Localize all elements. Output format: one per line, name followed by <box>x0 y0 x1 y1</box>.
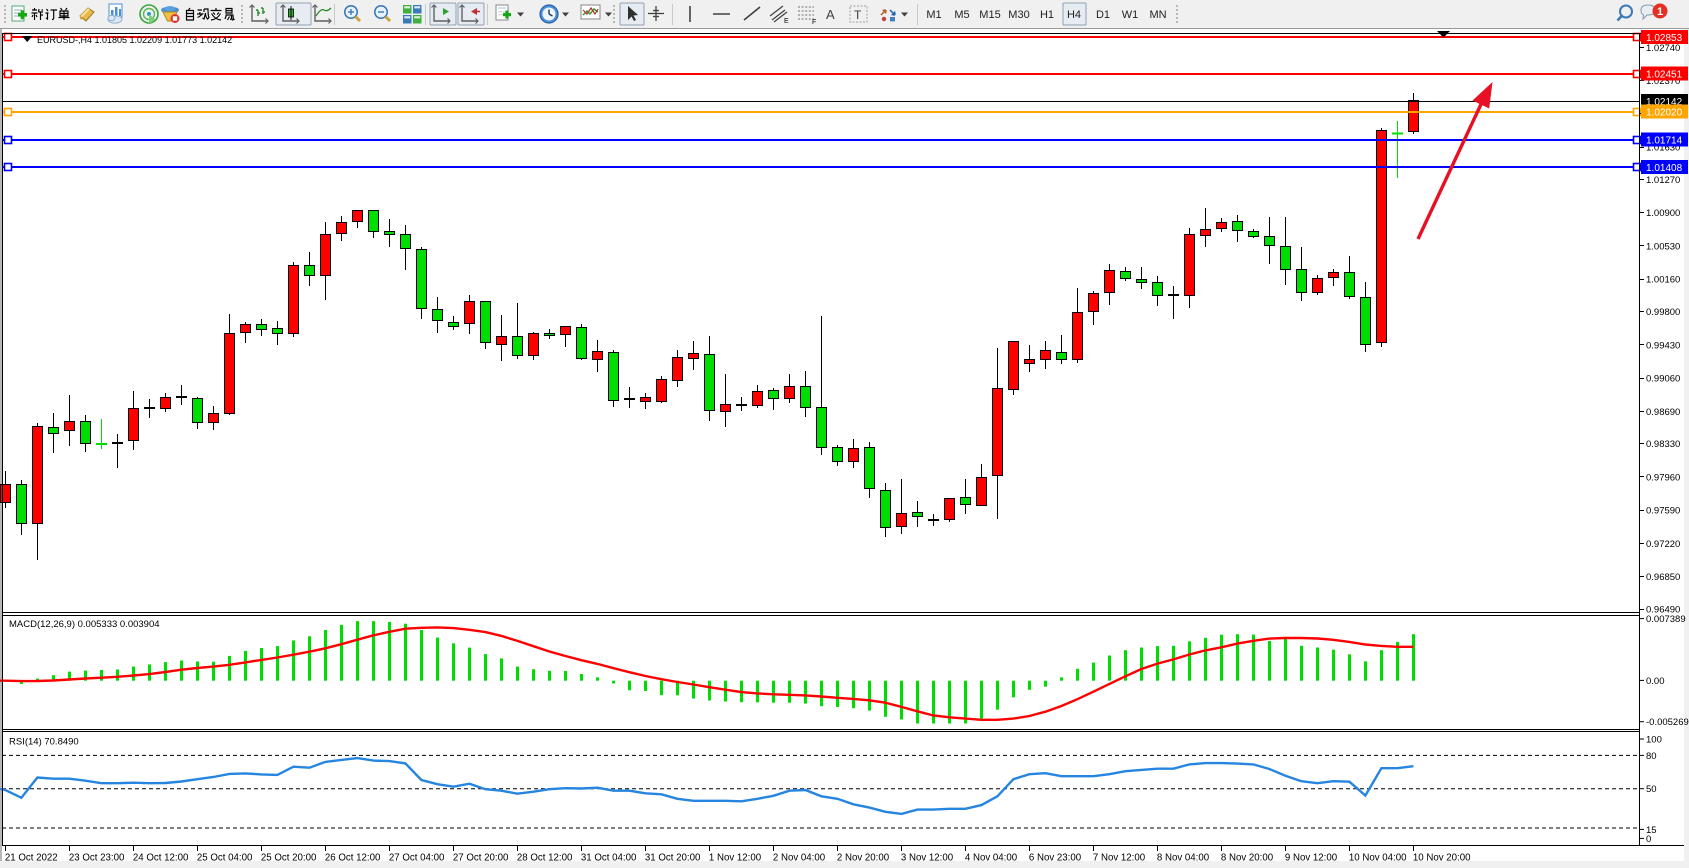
svg-text:-0.005269: -0.005269 <box>1646 717 1689 728</box>
svg-text:1.02020: 1.02020 <box>1646 107 1683 118</box>
svg-text:1.00900: 1.00900 <box>1646 208 1680 219</box>
svg-text:80: 80 <box>1646 751 1657 762</box>
svg-text:9 Nov 12:00: 9 Nov 12:00 <box>1285 853 1338 864</box>
svg-text:2 Nov 04:00: 2 Nov 04:00 <box>773 853 826 864</box>
svg-text:27 Oct 20:00: 27 Oct 20:00 <box>453 853 509 864</box>
svg-text:0.97220: 0.97220 <box>1646 539 1680 550</box>
svg-text:MN: MN <box>1149 9 1166 21</box>
svg-text:0.96850: 0.96850 <box>1646 572 1680 583</box>
svg-text:1.01714: 1.01714 <box>1646 135 1683 146</box>
svg-text:M1: M1 <box>926 9 941 21</box>
svg-text:0.99060: 0.99060 <box>1646 374 1680 385</box>
svg-text:25 Oct 04:00: 25 Oct 04:00 <box>197 853 253 864</box>
svg-text:M5: M5 <box>954 9 969 21</box>
svg-text:31 Oct 20:00: 31 Oct 20:00 <box>645 853 701 864</box>
svg-text:10 Nov 20:00: 10 Nov 20:00 <box>1413 853 1471 864</box>
svg-text:8 Nov 20:00: 8 Nov 20:00 <box>1221 853 1274 864</box>
svg-text:0.97960: 0.97960 <box>1646 473 1680 484</box>
svg-text:7 Nov 12:00: 7 Nov 12:00 <box>1093 853 1146 864</box>
svg-text:50: 50 <box>1646 784 1657 795</box>
svg-text:4 Nov 04:00: 4 Nov 04:00 <box>965 853 1018 864</box>
svg-text:F: F <box>812 19 816 26</box>
svg-text:M30: M30 <box>1008 9 1029 21</box>
svg-text:E: E <box>784 18 789 25</box>
svg-text:21 Oct 2022: 21 Oct 2022 <box>5 853 58 864</box>
svg-text:MACD(12,26,9) 0.005333 0.00390: MACD(12,26,9) 0.005333 0.003904 <box>9 619 160 630</box>
svg-text:0.99800: 0.99800 <box>1646 307 1680 318</box>
svg-text:0.96490: 0.96490 <box>1646 605 1680 616</box>
svg-text:M15: M15 <box>979 9 1000 21</box>
svg-text:1 Nov 12:00: 1 Nov 12:00 <box>709 853 762 864</box>
svg-text:1.01630: 1.01630 <box>1646 143 1680 154</box>
svg-text:RSI(14) 70.8490: RSI(14) 70.8490 <box>9 737 79 748</box>
svg-text:EURUSD-,H4 1.01805 1.02209 1.: EURUSD-,H4 1.01805 1.02209 1.01773 1.021… <box>37 35 232 45</box>
svg-text:1.02370: 1.02370 <box>1646 76 1680 87</box>
svg-text:1.02451: 1.02451 <box>1646 69 1683 80</box>
svg-text:W1: W1 <box>1122 9 1139 21</box>
svg-text:1.01408: 1.01408 <box>1646 163 1683 174</box>
svg-text:23 Oct 23:00: 23 Oct 23:00 <box>69 853 125 864</box>
svg-text:2 Nov 20:00: 2 Nov 20:00 <box>837 853 890 864</box>
svg-text:0.00: 0.00 <box>1646 676 1665 687</box>
svg-text:1.00160: 1.00160 <box>1646 275 1680 286</box>
svg-text:24 Oct 12:00: 24 Oct 12:00 <box>133 853 189 864</box>
svg-text:0.98330: 0.98330 <box>1646 439 1680 450</box>
svg-text:A: A <box>826 7 835 22</box>
svg-text:0.99430: 0.99430 <box>1646 340 1680 351</box>
svg-text:25 Oct 20:00: 25 Oct 20:00 <box>261 853 317 864</box>
svg-text:H1: H1 <box>1040 9 1054 21</box>
svg-text:27 Oct 04:00: 27 Oct 04:00 <box>389 853 445 864</box>
svg-text:26 Oct 12:00: 26 Oct 12:00 <box>325 853 381 864</box>
svg-text:1: 1 <box>1657 6 1663 18</box>
svg-text:H4: H4 <box>1067 9 1081 21</box>
svg-text:28 Oct 12:00: 28 Oct 12:00 <box>517 853 573 864</box>
svg-text:1.02142: 1.02142 <box>1646 97 1683 108</box>
svg-text:8 Nov 04:00: 8 Nov 04:00 <box>1157 853 1210 864</box>
svg-text:T: T <box>854 8 862 22</box>
svg-text:0.98690: 0.98690 <box>1646 407 1680 418</box>
svg-text:0: 0 <box>1646 834 1651 845</box>
svg-text:D1: D1 <box>1096 9 1110 21</box>
svg-text:100: 100 <box>1646 735 1662 746</box>
svg-text:15: 15 <box>1646 825 1657 836</box>
svg-text:31 Oct 04:00: 31 Oct 04:00 <box>581 853 637 864</box>
svg-text:6 Nov 23:00: 6 Nov 23:00 <box>1029 853 1082 864</box>
svg-text:1.01270: 1.01270 <box>1646 175 1680 186</box>
svg-text:0.97590: 0.97590 <box>1646 506 1680 517</box>
svg-text:0.007389: 0.007389 <box>1646 614 1686 625</box>
svg-text:10 Nov 04:00: 10 Nov 04:00 <box>1349 853 1407 864</box>
svg-text:1.02853: 1.02853 <box>1646 33 1683 44</box>
svg-text:1.00530: 1.00530 <box>1646 242 1680 253</box>
svg-text:3 Nov 12:00: 3 Nov 12:00 <box>901 853 954 864</box>
svg-text:1.02740: 1.02740 <box>1646 43 1680 54</box>
